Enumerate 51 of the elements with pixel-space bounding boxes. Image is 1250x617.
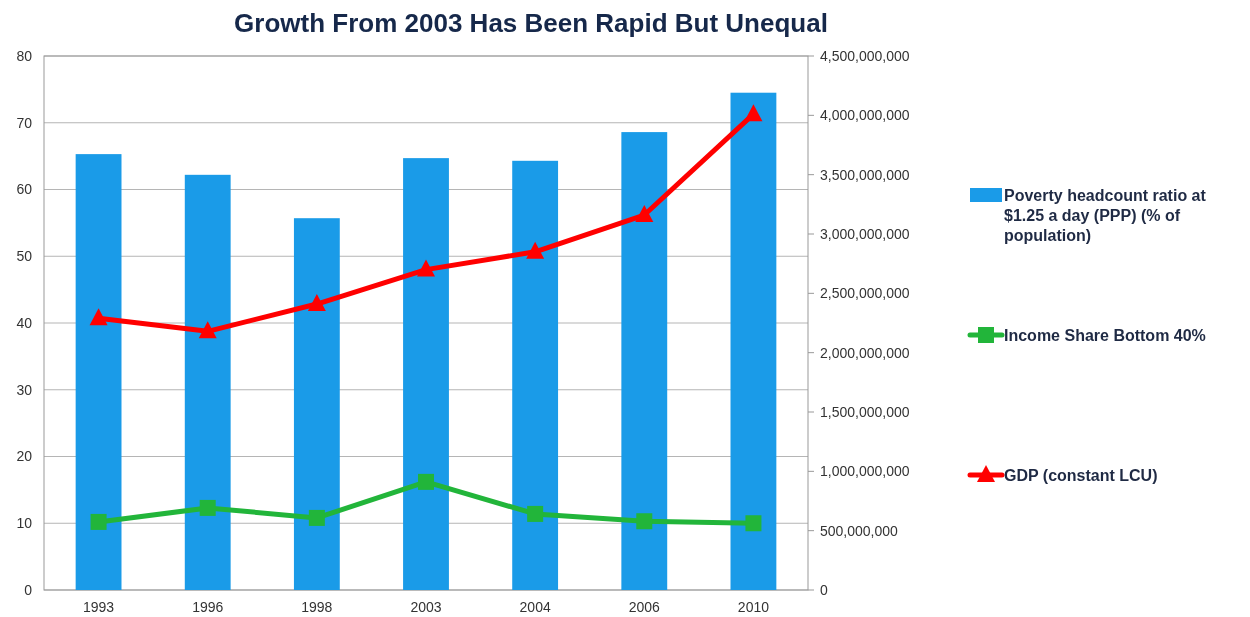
point	[527, 505, 544, 522]
x-tick-label: 1993	[82, 599, 115, 615]
point	[198, 321, 217, 339]
y2-tick-label: 1,500,000,000	[820, 403, 910, 420]
x-tick-label: 1996	[192, 599, 224, 615]
x-tick-label: 1998	[301, 599, 333, 615]
bar	[403, 158, 449, 590]
point	[636, 513, 653, 530]
point	[308, 509, 325, 526]
y2-tick-label: 2,000,000,000	[820, 344, 910, 361]
x-tick-label: 2003	[410, 599, 442, 615]
y-tick-label: 70	[16, 114, 33, 131]
point	[744, 104, 763, 122]
point	[89, 308, 108, 326]
y2-tick-label: 4,500,000,000	[820, 47, 910, 64]
point	[199, 499, 216, 516]
y-tick-label: 20	[16, 448, 33, 465]
x-tick-label: 2004	[519, 599, 551, 615]
y2-tick-label: 1,000,000,000	[820, 463, 910, 480]
point	[418, 473, 434, 490]
x-tick-label: 2010	[737, 599, 770, 615]
y-tick-label: 30	[16, 381, 33, 398]
y-tick-label: 10	[16, 515, 33, 532]
y2-tick-label: 3,500,000,000	[820, 166, 910, 183]
point	[635, 205, 654, 223]
bar	[75, 154, 122, 590]
bar	[184, 174, 231, 590]
y-tick-label: 50	[16, 248, 33, 265]
point	[417, 259, 435, 277]
y-tick-label: 80	[16, 47, 33, 64]
point	[307, 294, 326, 312]
y-tick-label: 0	[24, 581, 33, 598]
point	[745, 515, 762, 532]
bar	[730, 92, 777, 590]
legend-label: Poverty headcount ratio at $1.25 a day (PPP) (% of population)	[1004, 186, 1207, 244]
y2-tick-label: 3,000,000,000	[820, 225, 910, 242]
legend-label: Income Share Bottom 40%	[1004, 326, 1206, 344]
bar	[293, 218, 340, 590]
legend-label: GDP (constant LCU)	[1004, 466, 1158, 484]
chart-title: Growth From 2003 Has Been Rapid But Unequal	[234, 8, 828, 38]
y-tick-label: 40	[16, 314, 33, 331]
y2-tick-label: 0	[820, 581, 828, 598]
y2-tick-label: 2,500,000,000	[820, 285, 910, 302]
point	[526, 241, 545, 259]
bar	[621, 132, 668, 590]
y-tick-label: 60	[16, 181, 33, 198]
x-tick-label: 2006	[628, 599, 661, 615]
point	[90, 513, 107, 530]
y2-tick-label: 500,000,000	[820, 522, 899, 539]
bar	[512, 160, 559, 590]
y2-tick-label: 4,000,000,000	[820, 107, 910, 124]
